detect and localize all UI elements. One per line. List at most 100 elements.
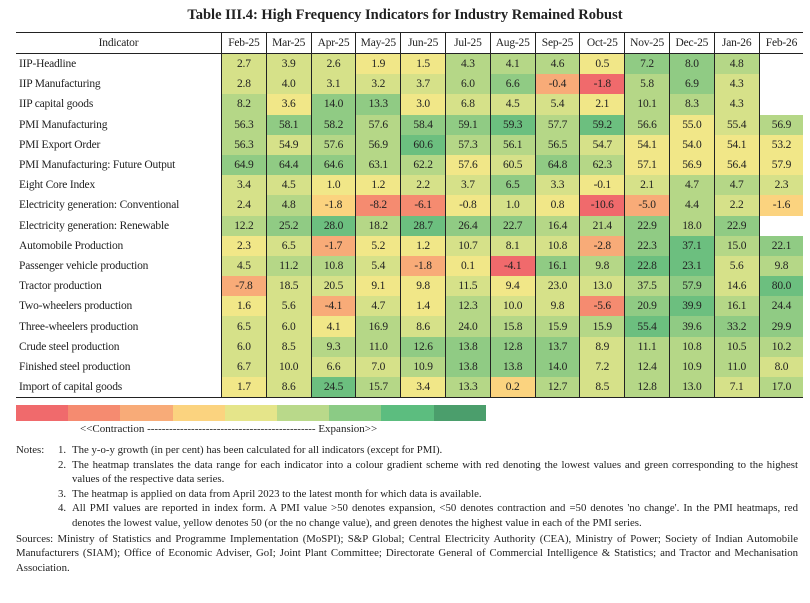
heatmap-cell: 7.1	[713, 377, 760, 399]
heatmap-cell: 12.8	[489, 336, 536, 357]
heatmap-cell: 1.2	[400, 235, 446, 256]
heatmap-cell: 13.0	[668, 377, 715, 399]
column-header-month: May-25	[355, 32, 401, 54]
heatmap-cell: 22.9	[713, 215, 760, 236]
notes-label	[16, 501, 58, 530]
heatmap-cell: 54.9	[265, 134, 312, 155]
table-row: Two-wheelers production 1.6 5.6 -4.1 4.7 1.4 1…	[16, 296, 804, 317]
heatmap-cell: 57.1	[624, 154, 670, 176]
heatmap-cell: 5.2	[355, 235, 401, 256]
heatmap-cell: 18.2	[355, 215, 401, 236]
heatmap-cell: 8.6	[265, 377, 312, 399]
indicator-name: Electricity generation: Conventional	[19, 199, 180, 212]
heatmap-cell: 22.9	[624, 215, 670, 236]
heatmap-cell: 24.5	[310, 377, 356, 399]
heatmap-cell: 4.1	[310, 316, 356, 337]
heatmap-cell: 10.9	[400, 356, 446, 377]
heatmap-cell: 9.8	[534, 296, 580, 317]
heatmap-cell: 24.0	[444, 316, 491, 337]
heatmap-cell: 5.6	[265, 296, 312, 317]
heatmap-cell: 6.0	[444, 74, 491, 95]
heatmap-cell: 12.7	[534, 377, 580, 399]
heatmap-cell: 8.0	[758, 356, 804, 377]
table-row: Finished steel production 6.7 10.0 6.6 7.0 10…	[16, 356, 804, 377]
heatmap-cell: 54.7	[579, 134, 625, 155]
heatmap-cell: 3.4	[221, 175, 267, 196]
heatmap-cell: 56.6	[624, 114, 670, 135]
heatmap-cell: 4.4	[668, 195, 715, 216]
heatmap-cell: 6.0	[265, 316, 312, 337]
heatmap-cell: 57.3	[444, 134, 491, 155]
heatmap-cell: 10.8	[668, 336, 715, 357]
column-header-month: Dec-25	[668, 32, 715, 54]
column-header-month: Apr-25	[310, 32, 356, 54]
table-row: PMI Export Order 56.3 54.9 57.6 56.9 60.6 57.3…	[16, 134, 804, 155]
heatmap-cell: 10.0	[265, 356, 312, 377]
heatmap-cell: 21.4	[579, 215, 625, 236]
heatmap-cell: 8.6	[400, 316, 446, 337]
heatmap-cell: 4.3	[444, 53, 491, 75]
heatmap-cell: 57.6	[355, 114, 401, 135]
heatmap-cell: 15.0	[713, 235, 760, 256]
legend-swatch	[224, 405, 277, 421]
indicator-name: Electricity generation: Renewable	[19, 219, 169, 232]
column-header-month: Sep-25	[534, 32, 580, 54]
indicator-name: Automobile Production	[19, 239, 124, 252]
heatmap-cell: 24.4	[758, 296, 804, 317]
heatmap-cell: 28.0	[310, 215, 356, 236]
heatmap-cell: 25.2	[265, 215, 312, 236]
heatmap-cell: 57.9	[668, 276, 715, 297]
heatmap-cell: 13.3	[444, 377, 491, 399]
heatmap-cell: 53.2	[758, 134, 804, 155]
heatmap-cell: 7.2	[579, 356, 625, 377]
column-header-month: Jul-25	[444, 32, 491, 54]
table-row: Passenger vehicle production 4.5 11.2 10.8 5…	[16, 255, 804, 277]
heatmap-cell: 1.2	[355, 175, 401, 196]
indicator-name: IIP-Headline	[19, 58, 76, 71]
table-row: Electricity generation: Renewable 12.2 25.…	[16, 215, 804, 236]
heatmap-cell: 80.0	[758, 276, 804, 297]
column-header-month: Feb-26	[758, 32, 804, 54]
heatmap-cell: 3.2	[355, 74, 401, 95]
column-header-month: Feb-25	[221, 32, 267, 54]
heatmap-cell: 3.7	[444, 175, 491, 196]
heatmap-cell: 15.9	[579, 316, 625, 337]
heatmap-cell: 1.0	[310, 175, 356, 196]
heatmap-cell: 4.1	[489, 53, 536, 75]
heatmap-cell: 56.3	[221, 114, 267, 135]
sources-text: Sources: Ministry of Statistics and Prog…	[16, 532, 798, 574]
heatmap-cell: 4.6	[534, 53, 580, 75]
heatmap-cell: 13.7	[534, 336, 580, 357]
heatmap-cell: 56.3	[221, 134, 267, 155]
heatmap-cell: 28.7	[400, 215, 446, 236]
note-number: 2.	[58, 458, 67, 471]
heatmap-cell: 1.6	[221, 296, 267, 317]
heatmap-cell: 57.6	[310, 134, 356, 155]
heatmap-cell: 56.4	[713, 154, 760, 176]
heatmap-cell: 56.5	[534, 134, 580, 155]
table-row: Three-wheelers production 6.5 6.0 4.1 16.9 8.…	[16, 316, 804, 337]
indicator-name: Eight Core Index	[19, 179, 96, 192]
heatmap-cell: 60.6	[400, 134, 446, 155]
note-number: 1.	[58, 444, 67, 456]
heatmap-cell: 57.7	[534, 114, 580, 135]
heatmap-cell: 10.5	[713, 336, 760, 357]
heatmap-cell: 5.4	[355, 255, 401, 277]
heatmap-cell: 6.7	[221, 356, 267, 377]
heatmap-cell: 0.2	[489, 377, 536, 399]
heatmap-cell: 17.0	[758, 377, 804, 399]
heatmap-cell: 10.2	[758, 336, 804, 357]
heatmap-cell: 12.2	[221, 215, 267, 236]
heatmap-cell: 3.3	[534, 175, 580, 196]
heatmap-cell: 11.2	[265, 255, 312, 277]
notes-label	[16, 458, 58, 487]
heatmap-cell: 3.4	[400, 377, 446, 399]
heatmap-cell: 9.8	[400, 276, 446, 297]
heatmap-cell: 1.7	[221, 377, 267, 399]
heatmap-cell: 15.7	[355, 377, 401, 399]
heatmap-cell: 56.9	[355, 134, 401, 155]
heatmap-cell: 2.1	[624, 175, 670, 196]
heatmap-cell: 58.1	[265, 114, 312, 135]
heatmap-cell: 4.5	[489, 94, 536, 115]
heatmap-cell: 64.8	[534, 154, 580, 176]
